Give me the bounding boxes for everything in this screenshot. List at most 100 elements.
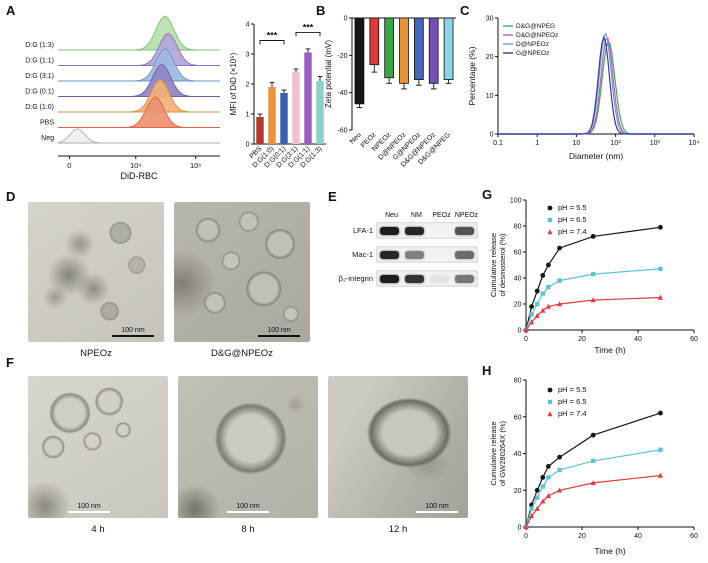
blot-row: LFA-1: [334, 222, 484, 239]
tem-caption-dg-npeoz: D&G@NPEOz: [211, 348, 273, 359]
svg-text:pH = 7.4: pH = 7.4: [558, 227, 587, 236]
svg-text:0: 0: [67, 161, 71, 170]
svg-text:10: 10: [486, 93, 494, 100]
svg-text:pH = 7.4: pH = 7.4: [558, 409, 587, 418]
svg-text:60: 60: [514, 414, 522, 421]
svg-text:Cumulative release: Cumulative release: [489, 421, 498, 485]
panel-label-c: C: [460, 3, 470, 18]
scale-bar-label: 100 nm: [267, 327, 291, 334]
blot-column-label: NM: [411, 212, 422, 219]
blot-row-label: β₂-integrin: [338, 274, 373, 283]
svg-text:Diameter (nm): Diameter (nm): [569, 151, 623, 161]
svg-text:10⁴: 10⁴: [130, 161, 142, 170]
svg-text:Time (h): Time (h): [594, 546, 625, 556]
scale-bar-label: 100 nm: [77, 503, 101, 510]
blot-strip: [376, 246, 478, 263]
svg-text:20: 20: [486, 54, 494, 61]
release-desmosterol-svg: 0 20 40 60 0 20 40 60 80 100 pH = 5.5 pH = 6.5 pH = …: [489, 198, 698, 356]
svg-text:Cumulative release: Cumulative release: [489, 233, 498, 297]
scale-bar: 100 nm: [68, 503, 110, 513]
panel-label-f: F: [6, 355, 14, 370]
svg-text:-20: -20: [337, 53, 347, 60]
svg-text:80: 80: [514, 378, 522, 385]
blot-row-label: Mac-1: [352, 250, 373, 259]
svg-text:D&G@NPEOz: D&G@NPEOz: [516, 32, 558, 39]
svg-text:20: 20: [514, 302, 522, 309]
blot-strip: [376, 222, 478, 239]
svg-text:0: 0: [490, 132, 494, 139]
blot-band: [405, 251, 424, 259]
svg-text:pH = 6.5: pH = 6.5: [558, 397, 587, 406]
svg-text:***: ***: [303, 22, 314, 32]
svg-text:1: 1: [246, 112, 250, 119]
svg-text:20: 20: [578, 336, 586, 343]
svg-text:D&G@NPEG: D&G@NPEG: [516, 23, 555, 30]
blot-row: β₂-integrin: [334, 270, 484, 287]
tem-caption-4h: 4 h: [91, 524, 105, 535]
tem-caption-12h: 12 h: [388, 524, 408, 535]
blot-row-label: LFA-1: [352, 226, 373, 235]
size-dist-svg: 0.1 1 10 10² 10³ 10⁴ 0 10 20 30 D&G@NPEG D&G@NPEOz D…: [467, 16, 699, 162]
scale-bar: 100 nm: [227, 503, 269, 513]
svg-text:60: 60: [690, 336, 698, 343]
svg-text:10²: 10²: [611, 140, 622, 147]
scale-bar-line: [112, 335, 154, 337]
panel-label-h: H: [482, 363, 492, 378]
flow-ridge-svg: D:G (1:3) D:G (1:1) D:G (3:1) D:G (0:1) D:G …: [25, 15, 220, 181]
blot-band: [405, 275, 424, 283]
svg-text:0: 0: [518, 328, 522, 335]
svg-text:0: 0: [246, 142, 250, 149]
svg-text:10: 10: [573, 140, 581, 147]
svg-text:100: 100: [510, 198, 522, 205]
scale-bar-line: [227, 511, 269, 513]
svg-text:0: 0: [524, 336, 528, 343]
panel-label-e: E: [328, 189, 337, 204]
svg-text:Neg: Neg: [41, 135, 54, 142]
svg-text:20: 20: [578, 533, 586, 540]
svg-text:1: 1: [535, 140, 539, 147]
tem-caption-npeoz: NPEOz: [80, 348, 112, 359]
svg-text:***: ***: [267, 31, 278, 41]
svg-text:-60: -60: [337, 128, 347, 135]
svg-text:of desmosterol (%): of desmosterol (%): [498, 233, 507, 296]
svg-text:MFI of DiD (×10⁵): MFI of DiD (×10⁵): [229, 52, 238, 115]
svg-text:Time (h): Time (h): [594, 345, 625, 355]
scale-bar-label: 100 nm: [121, 327, 145, 334]
scale-bar: 100 nm: [112, 327, 154, 337]
mfi-bar-svg: 01234PBSD:G(1:0)D:G(0:1)D:G(3:1)D:G(1:1)…: [229, 22, 326, 169]
scale-bar-line: [258, 335, 300, 337]
svg-text:G@NPEOz: G@NPEOz: [516, 50, 549, 57]
svg-text:D:G (0:1): D:G (0:1): [25, 89, 54, 96]
blot-band: [430, 275, 449, 283]
tem-image-12h: 100 nm: [328, 376, 468, 518]
scale-bar-line: [416, 511, 458, 513]
svg-text:D:G (1:0): D:G (1:0): [25, 104, 54, 111]
svg-text:pH = 5.5: pH = 5.5: [558, 203, 587, 212]
size-distribution-plot: 0.1 1 10 10² 10³ 10⁴ 0 10 20 30 D&G@NPEG D&G@NPEOz D…: [466, 10, 702, 162]
svg-text:60: 60: [514, 250, 522, 257]
tem-image-dg-npeoz: 100 nm: [174, 202, 310, 342]
panel-label-a: A: [6, 3, 16, 18]
blot-band: [455, 227, 474, 235]
blot-strip: [376, 270, 478, 287]
svg-text:30: 30: [486, 16, 494, 23]
blot-band: [380, 251, 399, 259]
svg-text:20: 20: [514, 488, 522, 495]
svg-text:-40: -40: [337, 90, 347, 97]
svg-text:of GW280264X (%): of GW280264X (%): [498, 420, 507, 486]
svg-text:0.1: 0.1: [493, 140, 503, 147]
blot-column-label: NPEOz: [454, 212, 479, 219]
svg-text:10⁶: 10⁶: [190, 161, 201, 170]
scale-bar-line: [68, 511, 110, 513]
svg-text:pH = 6.5: pH = 6.5: [558, 215, 587, 224]
mfi-bar-chart: 0 1 2 3 4 PBS D:G(1:0) D:G(0:1) D:G(3:1) D:G(1:1)…: [228, 10, 330, 190]
blot-band: [405, 227, 424, 235]
svg-text:3: 3: [246, 52, 250, 59]
svg-text:PBS: PBS: [40, 120, 54, 127]
blot-row: Mac-1: [334, 246, 484, 263]
flow-cytometry-ridge-plot: D:G (1:3) D:G (1:1) D:G (3:1) D:G (0:1) D:G …: [10, 14, 226, 182]
scale-bar-label: 100 nm: [425, 503, 449, 510]
svg-text:40: 40: [634, 533, 642, 540]
svg-text:D:G (3:1): D:G (3:1): [25, 73, 54, 80]
